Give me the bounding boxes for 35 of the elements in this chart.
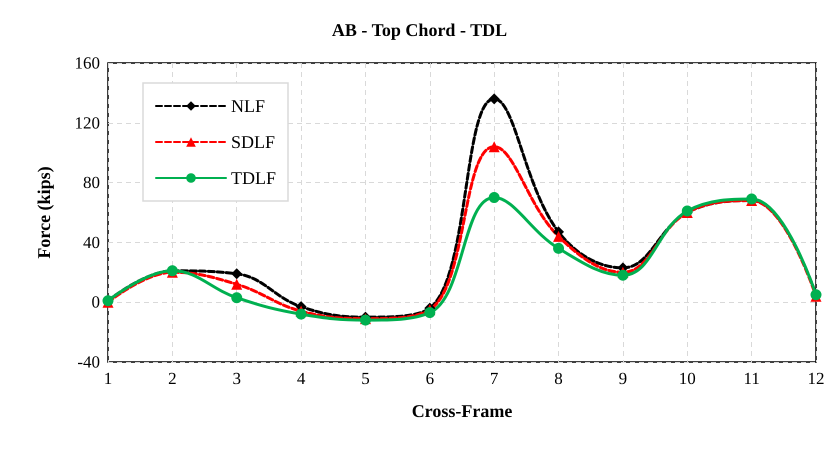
x-tick-label: 3	[232, 369, 241, 388]
x-tick-label: 4	[296, 369, 306, 388]
point	[296, 308, 307, 320]
x-tick-label: 10	[678, 369, 696, 388]
legend-label: TDLF	[231, 168, 276, 188]
x-axis-title: Cross-Frame	[412, 401, 512, 421]
y-tick-label: 80	[83, 173, 100, 192]
y-tick-label: 120	[74, 113, 100, 132]
x-tick-label: 1	[104, 369, 112, 388]
x-tick-label: 11	[743, 369, 760, 388]
x-tick-label: 6	[426, 369, 434, 388]
point	[231, 278, 242, 290]
chart-title: AB - Top Chord - TDL	[332, 20, 508, 40]
point	[553, 242, 564, 254]
x-tick-label: 8	[554, 369, 563, 388]
point	[553, 230, 564, 242]
legend-label: NLF	[231, 96, 266, 116]
y-tick-label: -40	[77, 352, 100, 372]
point	[488, 192, 500, 204]
point	[231, 268, 242, 280]
point	[488, 141, 500, 152]
point	[231, 292, 242, 304]
x-tick-label: 9	[618, 369, 628, 388]
x-tick-label: 5	[361, 369, 370, 388]
x-tick-label: 2	[168, 369, 177, 388]
x-tick-label: 12	[808, 369, 824, 388]
legend-label: SDLF	[231, 132, 276, 152]
point	[424, 307, 436, 318]
point	[617, 270, 628, 281]
y-tick-label: 0	[92, 292, 100, 312]
y-axis-title: Force (kips)	[34, 166, 54, 259]
y-tick-label: 160	[74, 54, 100, 72]
y-tick-label: 40	[83, 232, 100, 252]
x-tick-label: 7	[490, 369, 499, 388]
point	[488, 93, 500, 104]
